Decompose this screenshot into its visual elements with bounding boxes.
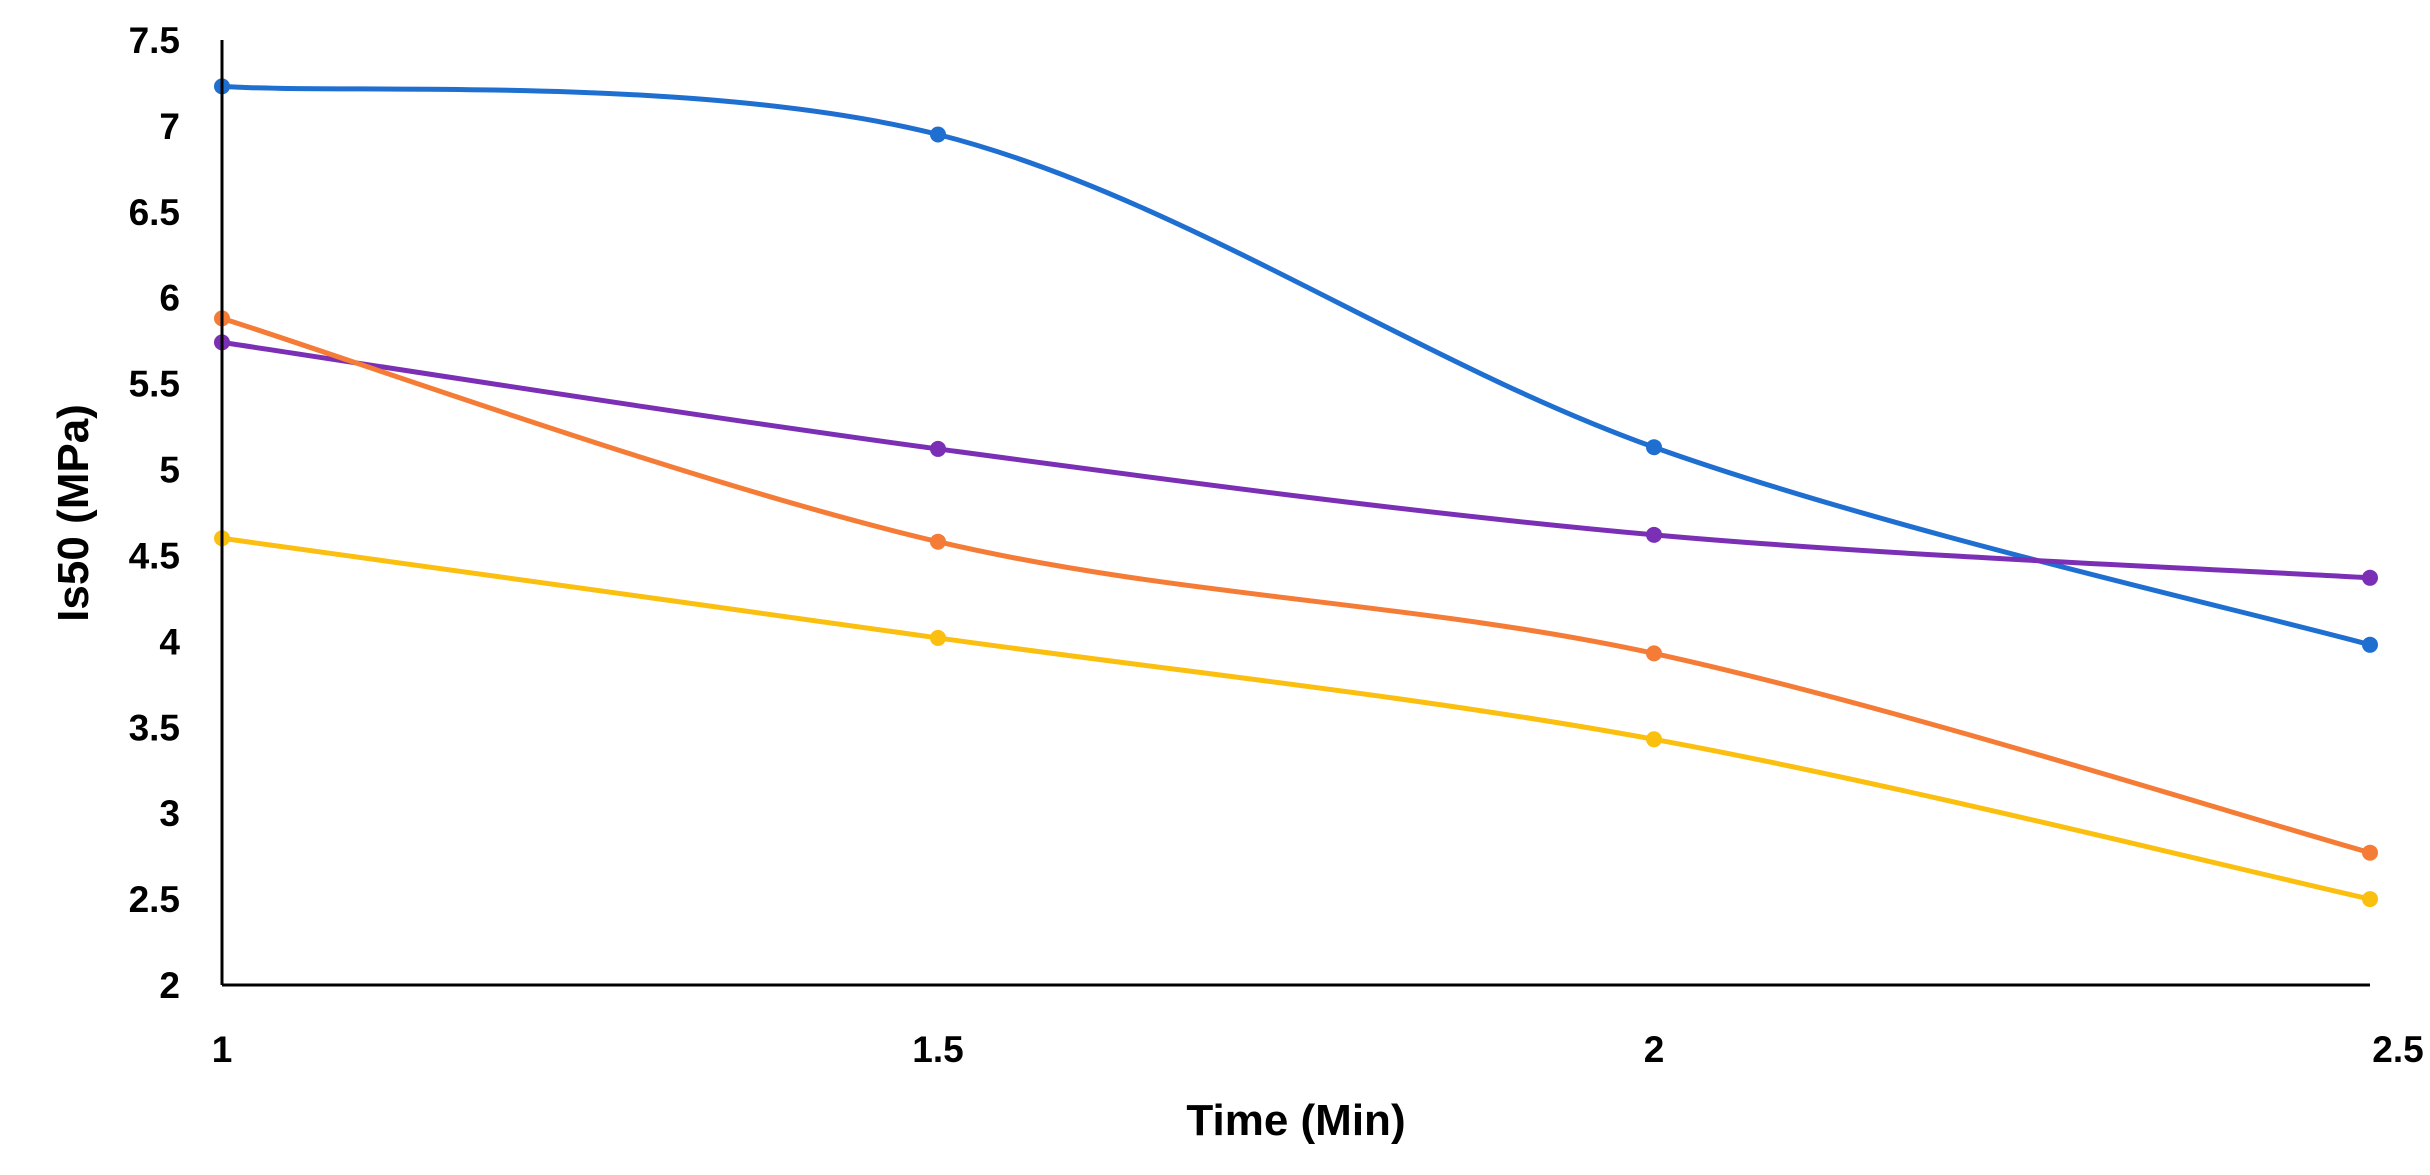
- x-axis-label: Time (Min): [1186, 1096, 1405, 1145]
- data-point: [930, 629, 946, 646]
- y-tick-label: 3.5: [129, 707, 180, 748]
- data-point: [930, 126, 946, 143]
- data-point: [1646, 526, 1662, 543]
- data-point: [1646, 731, 1662, 748]
- x-tick-labels: 1 1.5 2 2.5: [212, 1029, 2424, 1070]
- series-line: [219, 535, 2373, 902]
- y-tick-label: 2.5: [129, 879, 180, 920]
- data-point: [1646, 439, 1662, 456]
- data-point: [2362, 891, 2378, 908]
- x-tick-label: 2.5: [2372, 1029, 2423, 1070]
- series-2: [214, 334, 2378, 586]
- y-tick-label: 4: [159, 621, 180, 662]
- x-tick-label: 1.5: [912, 1029, 963, 1070]
- data-point: [2362, 844, 2378, 861]
- data-point: [1646, 645, 1662, 662]
- y-tick-label: 6: [159, 278, 180, 319]
- series-line: [219, 83, 2373, 648]
- data-point: [930, 440, 946, 457]
- y-tick-label: 2: [159, 965, 180, 1006]
- y-tick-label: 4.5: [129, 535, 180, 576]
- y-tick-label: 3: [159, 793, 180, 834]
- y-tick-labels: 2 2.5 3 3.5 4 4.5 5 5.5 6 6.5 7 7.5: [129, 20, 181, 1006]
- data-point: [2362, 569, 2378, 586]
- y-tick-label: 7.5: [129, 20, 180, 61]
- y-axis-label: Is50 (MPa): [49, 404, 98, 622]
- x-tick-label: 1: [212, 1029, 233, 1070]
- x-tick-label: 2: [1644, 1029, 1665, 1070]
- y-tick-label: 5: [159, 450, 180, 491]
- series-layer: [214, 78, 2378, 908]
- series-4: [214, 530, 2378, 908]
- y-tick-label: 6.5: [129, 192, 180, 233]
- y-tick-label: 5.5: [129, 364, 180, 405]
- data-point: [2362, 636, 2378, 653]
- y-tick-label: 7: [159, 106, 180, 147]
- data-point: [930, 533, 946, 550]
- series-line: [219, 339, 2373, 581]
- series-line: [219, 315, 2373, 856]
- series-1: [214, 78, 2378, 653]
